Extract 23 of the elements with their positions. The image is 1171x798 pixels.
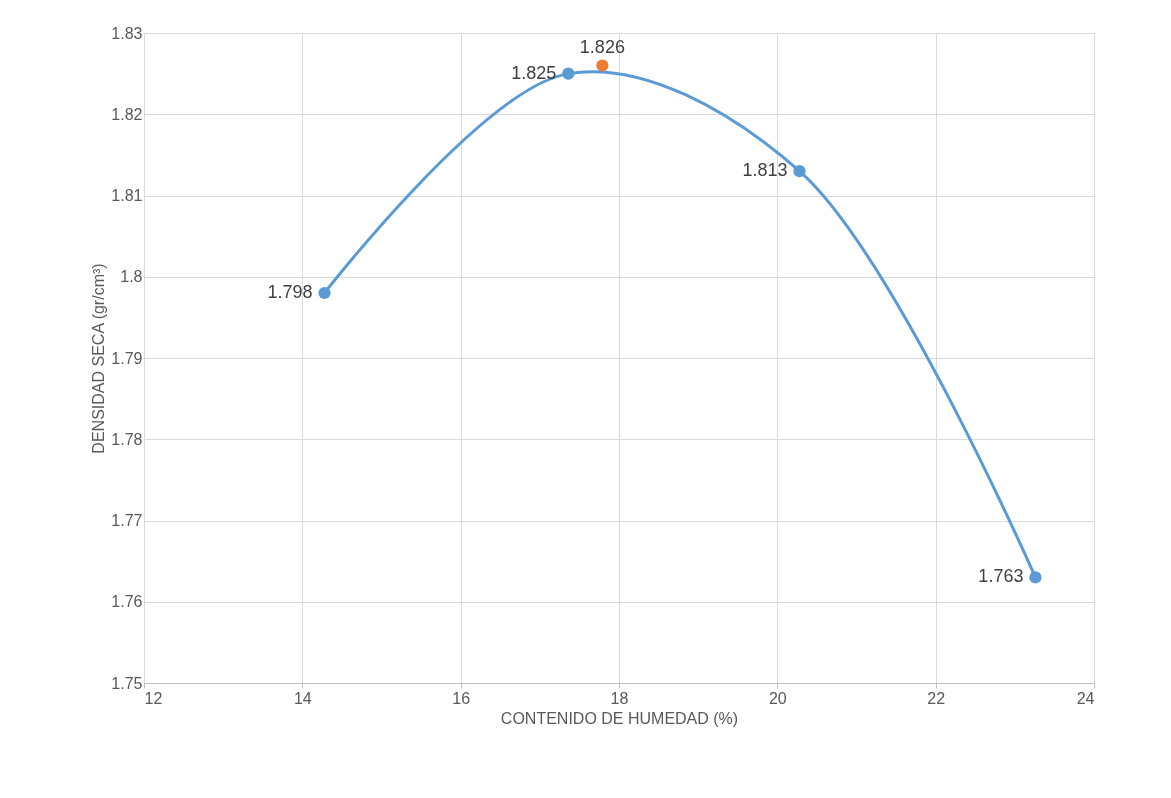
data-label: 1.826 <box>579 36 625 57</box>
y-tick-label: 1.75 <box>111 674 143 692</box>
y-tick-label: 1.82 <box>111 105 143 123</box>
y-tick-label: 1.76 <box>111 593 143 611</box>
data-label: 1.813 <box>742 160 788 181</box>
y-tick-label: 1.78 <box>111 430 143 448</box>
y-tick-label: 1.79 <box>111 349 143 367</box>
x-axis-title: CONTENIDO DE HUMEDAD (%) <box>500 709 739 727</box>
y-tick-label: 1.83 <box>111 24 143 42</box>
x-tick-label: 24 <box>1076 689 1095 707</box>
x-tick-label: 22 <box>927 689 946 707</box>
y-tick-label: 1.8 <box>120 268 143 286</box>
y-axis-title: DENSIDAD SECA (gr/cm³) <box>90 263 108 454</box>
data-label: 1.825 <box>511 62 557 83</box>
x-tick-label: 14 <box>293 689 312 707</box>
x-tick-label: 12 <box>144 689 163 707</box>
data-label: 1.763 <box>978 566 1024 587</box>
x-tick-label: 16 <box>452 689 471 707</box>
y-tick-label: 1.81 <box>111 187 143 204</box>
y-tick-label: 1.77 <box>111 512 143 529</box>
data-label: 1.798 <box>267 282 313 302</box>
x-tick-label: 20 <box>768 689 787 707</box>
x-tick-label: 18 <box>610 689 629 707</box>
